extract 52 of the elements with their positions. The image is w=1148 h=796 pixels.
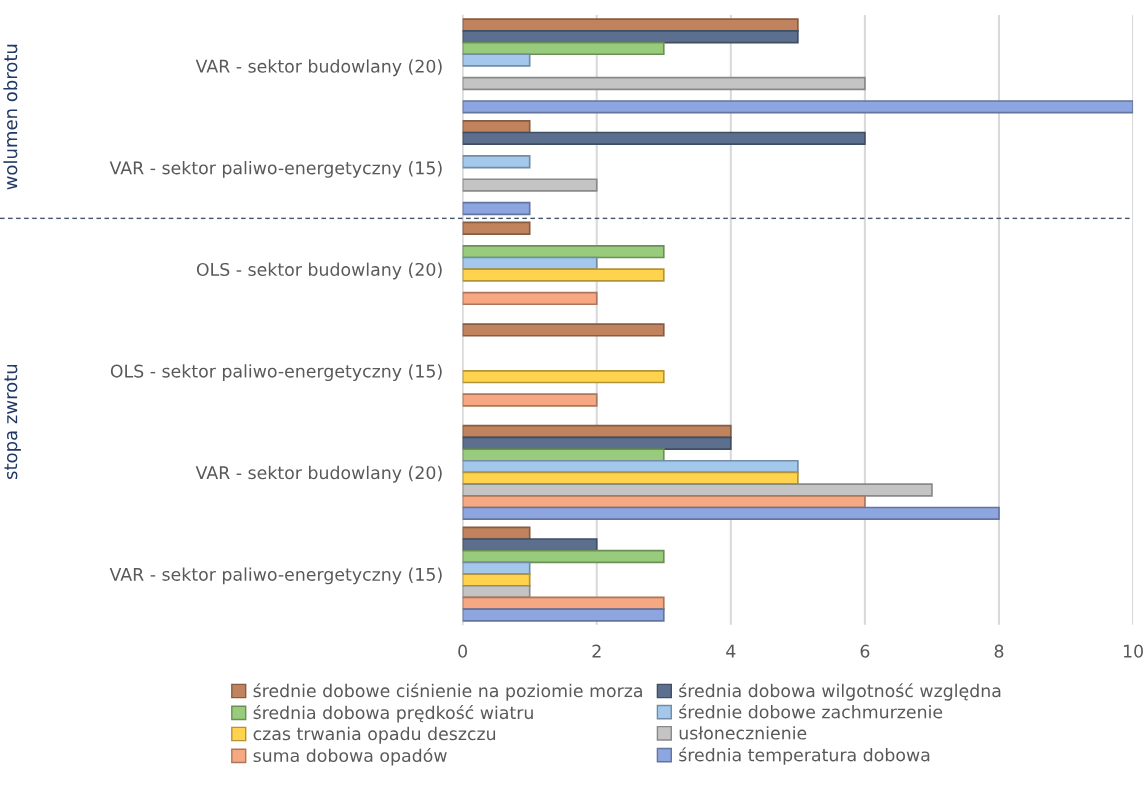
x-tick-label: 8 <box>994 644 1004 658</box>
bar <box>462 221 531 235</box>
bar <box>462 459 799 474</box>
legend-label: średnia dobowa wilgotność względna <box>679 683 1001 701</box>
bar <box>462 538 598 552</box>
bar <box>462 100 1134 114</box>
x-tick-label: 6 <box>860 644 870 658</box>
legend-label: usłonecznienie <box>679 726 807 740</box>
bar <box>462 448 665 462</box>
text: stopa zwrotu <box>4 364 21 479</box>
legend-label: średnie dobowe zachmurzenie <box>679 704 943 719</box>
y-tick-label: VAR - sektor paliwo-energetyczny (15) <box>109 567 442 585</box>
bar <box>462 323 665 337</box>
x-tick-label: 10 <box>1123 644 1143 658</box>
x-tick-label: 4 <box>726 644 736 658</box>
y-tick-label: VAR - sektor paliwo-energetyczny (15) <box>109 160 442 178</box>
bar <box>462 526 531 540</box>
legend-label: czas trwania opadu deszczu <box>253 726 496 744</box>
y-tick-label: VAR - sektor budowlany (20) <box>195 59 442 77</box>
bar <box>462 268 665 282</box>
bar <box>462 41 665 56</box>
bar <box>462 131 866 146</box>
bar <box>462 119 531 134</box>
bar <box>462 483 933 497</box>
bar <box>462 53 531 67</box>
bar <box>462 393 598 407</box>
bar <box>462 424 732 439</box>
bar <box>462 549 665 564</box>
bar <box>462 155 531 169</box>
legend-label: średnia temperatura dobowa <box>679 747 930 765</box>
legend-label: średnia dobowa prędkość wiatru <box>253 705 533 723</box>
bar <box>462 291 598 306</box>
bar <box>462 30 799 44</box>
bar <box>462 76 866 91</box>
bar <box>462 201 531 216</box>
bar <box>462 494 866 509</box>
bar <box>462 178 598 192</box>
y-tick-label: VAR - sektor budowlany (20) <box>195 465 442 483</box>
x-tick-label: 2 <box>592 644 601 658</box>
bar <box>462 18 799 32</box>
x-tick-label: 0 <box>458 644 468 658</box>
legend-label: średnie dobowe ciśnienie na poziomie morza <box>253 683 642 701</box>
legend-label: suma dobowa opadów <box>253 747 447 766</box>
bar <box>462 369 665 384</box>
text: wolumen obrotu <box>3 44 18 190</box>
bar <box>462 506 1000 521</box>
bar <box>462 584 531 599</box>
y-tick-label: OLS - sektor paliwo-energetyczny (15) <box>110 364 442 382</box>
bar <box>462 573 531 587</box>
y-tick-label: OLS - sektor budowlany (20) <box>196 262 442 280</box>
bar <box>462 608 665 622</box>
bar <box>462 244 665 259</box>
